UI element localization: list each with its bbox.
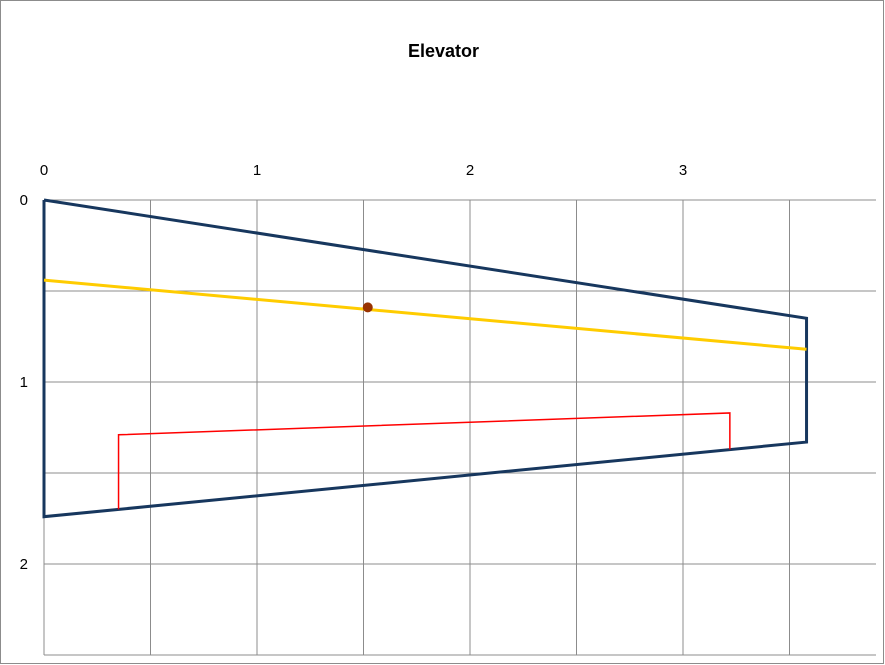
y-tick-label: 1 — [20, 374, 28, 391]
chart-title: Elevator — [407, 41, 480, 61]
series-layer — [42, 198, 809, 519]
y-tick-label: 2 — [20, 556, 28, 573]
series-line-1 — [43, 278, 807, 351]
x-tick-label: 3 — [679, 162, 687, 179]
data-point — [362, 302, 373, 313]
tick-labels: 01234012 — [20, 162, 688, 573]
x-tick-label: 2 — [466, 162, 474, 179]
y-tick-label: 0 — [20, 192, 28, 209]
series-line-2 — [117, 412, 731, 510]
series-line-0 — [42, 198, 809, 519]
grid — [43, 199, 876, 656]
x-tick-label: 1 — [253, 162, 261, 179]
x-tick-label: 0 — [40, 162, 48, 179]
